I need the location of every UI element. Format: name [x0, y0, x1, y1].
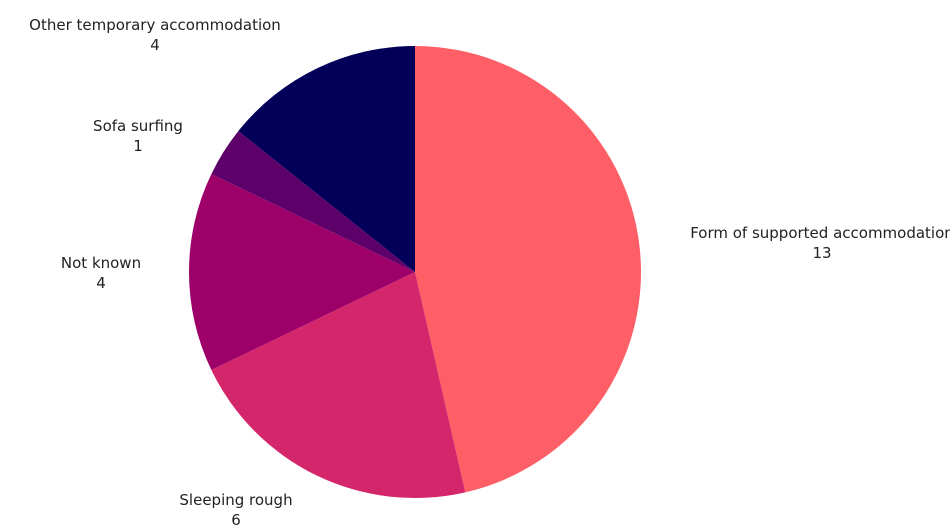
pie-slice-other-temporary-accommodation [238, 46, 415, 272]
slice-value-other-temporary-accommodation: 4 [150, 36, 160, 54]
pie-slices [189, 46, 641, 498]
pie-slice-sleeping-rough [211, 272, 466, 498]
slice-value-form-of-supported-accommodation: 13 [812, 244, 831, 262]
slice-value-sleeping-rough: 6 [231, 511, 241, 528]
slice-label-sleeping-rough: Sleeping rough [179, 491, 292, 509]
slice-value-sofa-surfing: 1 [133, 137, 143, 155]
pie-slice-not-known [189, 173, 415, 371]
slice-labels: Form of supported accommodation 13 Sleepin… [29, 16, 950, 528]
slice-label-sofa-surfing: Sofa surfing [93, 117, 183, 135]
slice-label-form-of-supported-accommodation: Form of supported accommodation [690, 224, 950, 242]
pie-slice-sofa-surfing [211, 131, 415, 272]
slice-value-not-known: 4 [96, 274, 106, 292]
slice-label-not-known: Not known [61, 254, 141, 272]
slice-label-other-temporary-accommodation: Other temporary accommodation [29, 16, 281, 34]
pie-slice-form-of-supported-accommodation [415, 46, 641, 493]
